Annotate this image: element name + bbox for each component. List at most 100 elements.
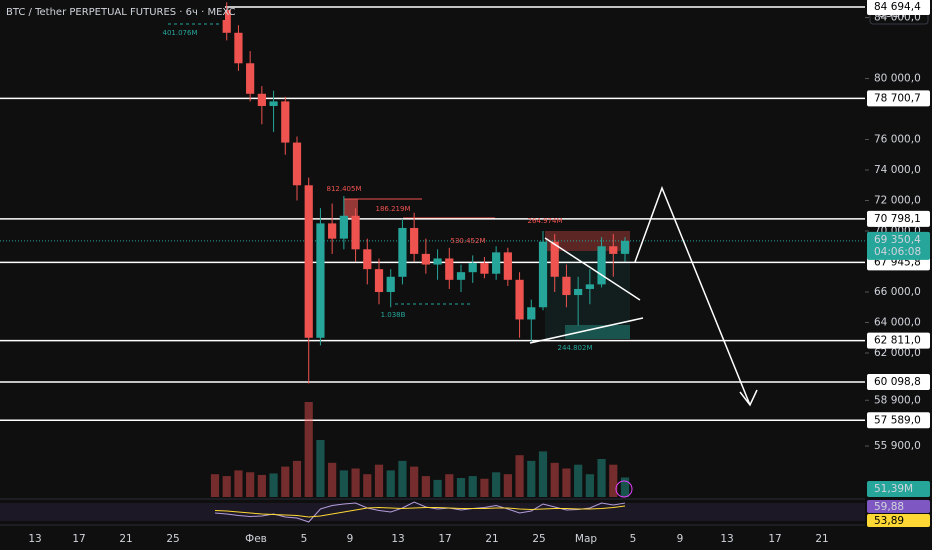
x-tick-label: Фев xyxy=(245,533,267,545)
short-zone xyxy=(545,231,630,251)
candle-body xyxy=(410,227,419,254)
level-label-box xyxy=(867,0,930,15)
volume-bar xyxy=(456,478,466,497)
level-label-box xyxy=(867,373,930,390)
candle-body xyxy=(257,93,266,106)
volume-bar xyxy=(234,470,243,497)
volume-bar xyxy=(527,460,536,497)
annotation: 264.974M xyxy=(528,217,563,225)
y-tick-label: 66 000,0 xyxy=(874,286,921,298)
volume-bar xyxy=(222,476,231,497)
volume-bar xyxy=(480,478,489,497)
candle-body xyxy=(527,307,536,320)
volume-bar xyxy=(210,474,220,497)
candle-body xyxy=(585,284,594,289)
annotation: 186.219M xyxy=(376,205,411,213)
volume-bar xyxy=(281,466,290,497)
candle-body xyxy=(386,276,395,293)
x-tick-label: 9 xyxy=(677,533,684,545)
annotation: 401.076M xyxy=(163,29,198,37)
candle-body xyxy=(316,223,325,338)
volume-bar xyxy=(492,472,501,497)
volume-label: 51,39M xyxy=(874,483,913,495)
volume-bar xyxy=(421,476,430,497)
candle-body xyxy=(538,241,548,308)
forecast-arrow xyxy=(634,185,751,406)
candle-body xyxy=(339,215,348,239)
candle-body xyxy=(468,263,477,273)
drawings xyxy=(529,185,758,407)
level-label-box xyxy=(867,210,930,227)
x-tick-label: 25 xyxy=(166,533,179,545)
candle-body xyxy=(363,249,372,270)
candle-body xyxy=(515,279,524,320)
volume-bar xyxy=(363,474,372,497)
volume-bar xyxy=(468,476,477,497)
x-tick-label: 21 xyxy=(119,533,132,545)
volume-bar xyxy=(257,474,266,497)
y-tick-label: 76 000,0 xyxy=(874,134,921,146)
volume-bar xyxy=(597,459,606,497)
rsi-band xyxy=(0,503,865,521)
candle-body xyxy=(620,240,630,254)
candle-body xyxy=(281,101,290,143)
candle-body xyxy=(234,32,243,64)
level-label: 70 798,1 xyxy=(874,213,921,225)
rsi-ma-label-box xyxy=(867,514,930,527)
alert-icon[interactable] xyxy=(615,480,633,498)
x-tick-label: 17 xyxy=(438,533,451,545)
candle-body xyxy=(597,246,606,285)
volume-bar xyxy=(538,451,548,497)
volume-bar xyxy=(574,464,583,497)
x-tick-label: Мар xyxy=(575,533,597,545)
volume-bar xyxy=(503,474,512,497)
x-tick-label: 17 xyxy=(768,533,781,545)
candle-body xyxy=(480,263,489,274)
y-tick-label: 62 000,0 xyxy=(874,347,921,359)
candle-body xyxy=(445,258,454,280)
rsi-label-box xyxy=(867,500,930,513)
y-tick-label: 72 000,0 xyxy=(874,195,921,207)
rsi-label: 59,88 xyxy=(874,501,904,513)
candle-body xyxy=(304,185,313,338)
volume-bar xyxy=(410,466,419,497)
candle-body xyxy=(246,63,255,94)
rsi-line xyxy=(214,501,626,523)
y-tick-label: 74 000,0 xyxy=(874,164,921,176)
x-tick-label: 17 xyxy=(72,533,85,545)
candle-body xyxy=(503,252,512,280)
level-label-box xyxy=(867,412,930,429)
x-tick-label: 13 xyxy=(391,533,404,545)
volume-bar xyxy=(386,470,395,497)
level-label: 62 811,0 xyxy=(874,335,921,347)
volume-bar xyxy=(620,477,630,497)
arrow-head xyxy=(739,389,758,407)
level-label: 84 694,4 xyxy=(874,1,921,13)
x-tick-label: 5 xyxy=(630,533,637,545)
candle-body xyxy=(222,9,231,33)
annotation: 1.038B xyxy=(381,311,406,319)
x-tick-label: 21 xyxy=(815,533,828,545)
volume-bar xyxy=(351,468,360,497)
level-label: 78 700,7 xyxy=(874,92,921,104)
candle-body xyxy=(398,227,407,277)
last-price-box xyxy=(867,231,930,260)
title-bg xyxy=(0,0,225,20)
volume-label-box xyxy=(867,481,930,497)
x-tick-label: 21 xyxy=(485,533,498,545)
long-zone xyxy=(565,325,630,339)
volume-bar xyxy=(374,464,384,497)
candle-body xyxy=(562,276,571,296)
candle-body xyxy=(550,241,559,277)
volume-bar xyxy=(269,473,278,497)
zone-mark xyxy=(344,199,358,219)
trend-line xyxy=(544,237,641,301)
volume-bar xyxy=(398,460,407,497)
volume-bar xyxy=(328,462,337,497)
x-tick-label: 9 xyxy=(347,533,354,545)
y-tick-label: 58 900,0 xyxy=(874,394,921,406)
annotation: 812.405M xyxy=(327,185,362,193)
